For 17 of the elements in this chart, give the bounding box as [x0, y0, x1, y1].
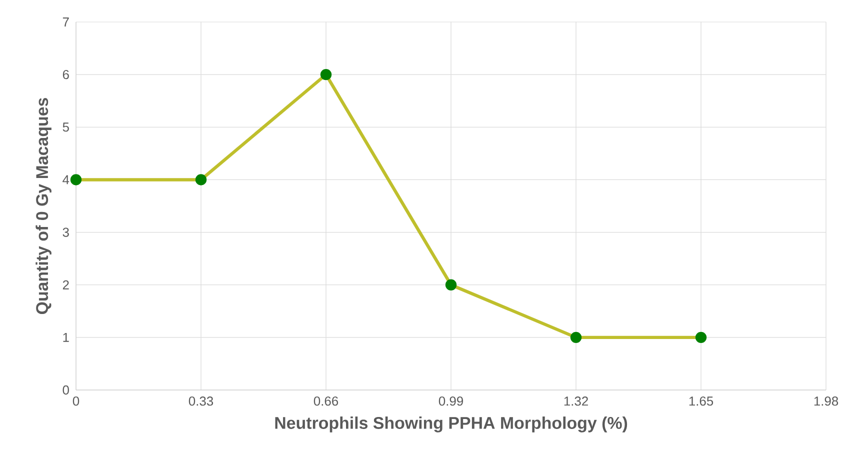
x-tick-label: 0	[72, 396, 80, 406]
y-tick-label: 4	[62, 175, 70, 184]
y-tick-label: 5	[62, 122, 69, 132]
x-tick-label: 0.66	[314, 396, 338, 406]
y-tick-label: 3	[62, 228, 69, 237]
x-axis-title: Neutrophils Showing PPHA Morphology (%)	[275, 416, 628, 432]
y-tick-label: 2	[62, 280, 69, 290]
x-tick-label: 1.32	[564, 396, 588, 406]
x-tick-label: 0.33	[188, 396, 214, 406]
y-tick-label: 7	[62, 18, 69, 26]
y-tick-label: 1	[63, 332, 69, 342]
y-tick-label: 0	[62, 385, 69, 395]
x-tick-label: 0.99	[438, 396, 463, 406]
y-tick-label: 6	[62, 70, 69, 80]
y-axis-title: Quantity of 0 Gy Macaques	[36, 98, 52, 314]
x-tick-label: 1.65	[689, 396, 714, 406]
x-tick-label: 1.98	[814, 396, 838, 406]
